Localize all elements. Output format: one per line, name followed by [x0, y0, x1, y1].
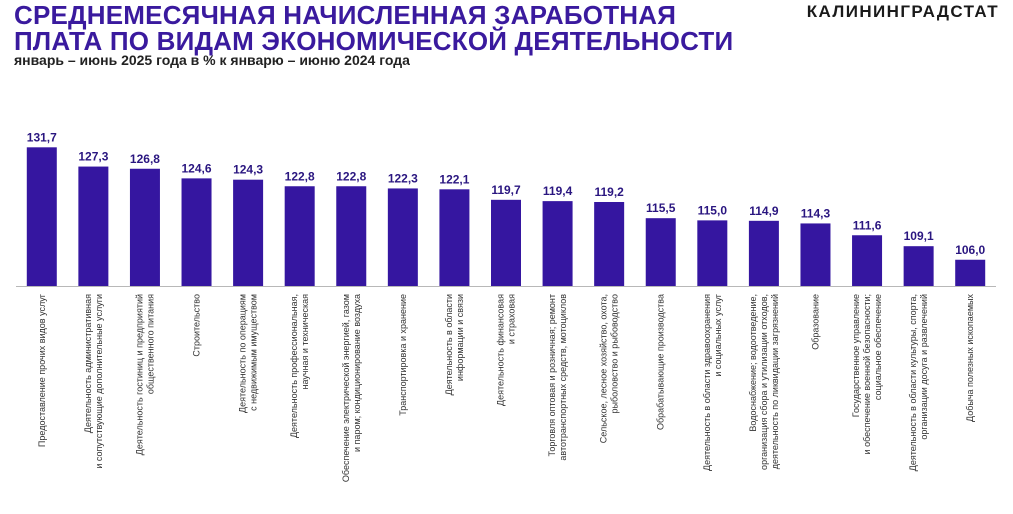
- category-tick-label: Транспортировка и хранение: [398, 294, 408, 416]
- category-tick-label: Сельское, лесное хозяйство, охота,: [599, 294, 609, 443]
- category-tick-label: и страховая: [507, 294, 517, 344]
- data-label: 122,8: [336, 169, 366, 183]
- bar: [284, 186, 315, 286]
- bar: [955, 259, 986, 286]
- category-tick-label: Обеспечение электрической энергией, газо…: [341, 294, 351, 482]
- category-tick-label: Деятельность гостиниц и предприятий: [134, 294, 144, 455]
- data-label: 131,7: [27, 130, 57, 144]
- category-tick-label: научная и техническая: [300, 294, 310, 390]
- bar: [336, 186, 367, 286]
- bar: [903, 246, 934, 286]
- data-label: 115,0: [698, 203, 728, 217]
- category-tick-label: рыболовство и рыбоводство: [610, 294, 620, 414]
- category-tick-label: с недвижимым имуществом: [249, 294, 259, 411]
- category-tick-label: Торговля оптовая и розничная; ремонт: [547, 294, 557, 456]
- category-tick-label: Деятельность в области культуры, спорта,: [908, 294, 918, 471]
- data-label: 115,5: [646, 201, 676, 215]
- bar: [129, 168, 160, 286]
- bar: [594, 202, 625, 286]
- category-tick-label: Образование: [810, 294, 820, 350]
- category-tick-label: Строительство: [192, 294, 202, 357]
- bar: [26, 147, 57, 286]
- bar: [181, 178, 212, 286]
- data-label: 114,9: [749, 204, 779, 218]
- data-label: 126,8: [130, 152, 160, 166]
- category-tick-label: Добыча полезных ископаемых: [965, 294, 975, 422]
- data-label: 111,6: [853, 218, 882, 232]
- brand-logo-text: КАЛИНИНГРАДСТАТ: [806, 2, 999, 21]
- data-label: 127,3: [78, 150, 108, 164]
- data-label: 122,3: [388, 171, 418, 185]
- data-label: 119,4: [543, 184, 573, 198]
- data-label: 114,3: [801, 206, 831, 220]
- data-label: 122,8: [285, 169, 315, 183]
- chart-title-line-2: ПЛАТА ПО ВИДАМ ЭКОНОМИЧЕСКОЙ ДЕЯТЕЛЬНОСТ…: [14, 26, 734, 56]
- category-tick-label: социальное обеспечение: [873, 294, 883, 400]
- bar: [439, 189, 470, 286]
- data-label: 124,3: [233, 163, 263, 177]
- bar: [491, 199, 521, 286]
- data-label: 109,1: [904, 229, 934, 243]
- chart-subtitle: январь – июнь 2025 года в % к январю – и…: [14, 52, 410, 68]
- chart-title: СРЕДНЕМЕСЯЧНАЯ НАЧИСЛЕННАЯ ЗАРАБОТНАЯ ПЛ…: [14, 2, 733, 54]
- category-tick-label: деятельность по ликвидации загрязнений: [770, 294, 780, 469]
- bar: [697, 220, 728, 286]
- category-tick-label: и обеспечение военной безопасности;: [862, 294, 872, 454]
- bar: [645, 218, 676, 286]
- category-tick-label: Государственное управление: [851, 294, 861, 417]
- bar: [387, 188, 418, 286]
- category-tick-label: Деятельность административная: [83, 294, 93, 433]
- category-tick-label: автотранспортных средств, мотоциклов: [558, 294, 568, 461]
- data-label: 119,7: [491, 183, 521, 197]
- category-tick-label: организация сбора и утилизации отходов,: [759, 294, 769, 470]
- data-label: 122,1: [439, 172, 469, 186]
- bar: [748, 220, 779, 286]
- data-label: 119,2: [594, 185, 624, 199]
- category-tick-label: Деятельность в области: [444, 294, 454, 395]
- category-tick-label: Деятельность финансовая: [496, 294, 506, 406]
- bar: [800, 223, 831, 286]
- category-tick-label: Деятельность профессиональная,: [289, 294, 299, 438]
- chart-title-line-1: СРЕДНЕМЕСЯЧНАЯ НАЧИСЛЕННАЯ ЗАРАБОТНАЯ: [14, 0, 677, 30]
- bar: [78, 166, 109, 286]
- bar: [852, 235, 883, 286]
- category-tick-label: Водоснабжение; водоотведение,: [748, 294, 758, 432]
- category-tick-label: общественного питания: [145, 294, 155, 394]
- data-label: 106,0: [955, 243, 985, 257]
- bar: [542, 201, 573, 286]
- category-tick-label: информации и связи: [455, 294, 465, 381]
- category-tick-label: Деятельность в области здравоохранения: [702, 294, 712, 471]
- category-tick-label: Обрабатывающие производства: [656, 294, 666, 430]
- data-label: 124,6: [182, 161, 212, 175]
- category-tick-label: и паром; кондиционирование воздуха: [352, 294, 362, 452]
- category-tick-label: и социальных услуг: [713, 293, 723, 376]
- category-tick-label: Предоставление прочих видов услуг: [37, 293, 47, 447]
- category-tick-label: Деятельность по операциям: [238, 294, 248, 413]
- category-tick-label: организации досуга и развлечений: [919, 294, 929, 440]
- bar: [233, 179, 264, 286]
- category-tick-label: и сопутствующие дополнительные услуги: [94, 294, 104, 469]
